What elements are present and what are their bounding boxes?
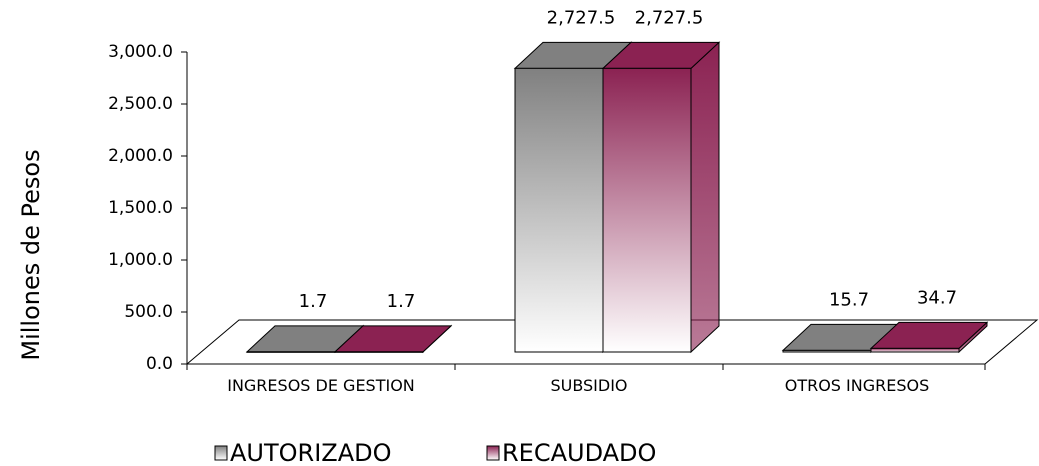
- y-tick-label: 3,000.0: [108, 42, 173, 62]
- legend-swatch: [214, 445, 228, 461]
- y-tick-label: 2,500.0: [108, 94, 173, 114]
- value-label: 15.7: [829, 289, 869, 310]
- x-tick-label: SUBSIDIO: [550, 376, 628, 395]
- value-label: 2,727.5: [635, 7, 704, 28]
- bar: [782, 349, 872, 353]
- y-tick-label: 2,000.0: [108, 146, 173, 166]
- y-axis-label: Millones de Pesos: [17, 149, 45, 360]
- x-tick-label: OTROS INGRESOS: [784, 376, 930, 395]
- value-label: 1.7: [387, 291, 416, 312]
- legend-label: RECAUDADO: [502, 439, 656, 466]
- x-tick-label: INGRESOS DE GESTION: [227, 376, 415, 395]
- value-label: 1.7: [299, 291, 328, 312]
- y-tick-label: 500.0: [124, 302, 173, 322]
- value-label: 34.7: [917, 287, 957, 308]
- bar: [870, 347, 960, 353]
- bar-side: [690, 41, 720, 354]
- bar: [602, 67, 692, 353]
- y-tick-label: 1,000.0: [108, 250, 173, 270]
- value-label: 2,727.5: [547, 7, 616, 28]
- legend-swatch: [486, 445, 500, 461]
- bar: [514, 67, 604, 353]
- bar: [246, 351, 336, 353]
- y-tick-label: 0.0: [146, 354, 173, 374]
- legend-label: AUTORIZADO: [230, 439, 392, 466]
- bar: [334, 351, 424, 353]
- y-tick-label: 1,500.0: [108, 198, 173, 218]
